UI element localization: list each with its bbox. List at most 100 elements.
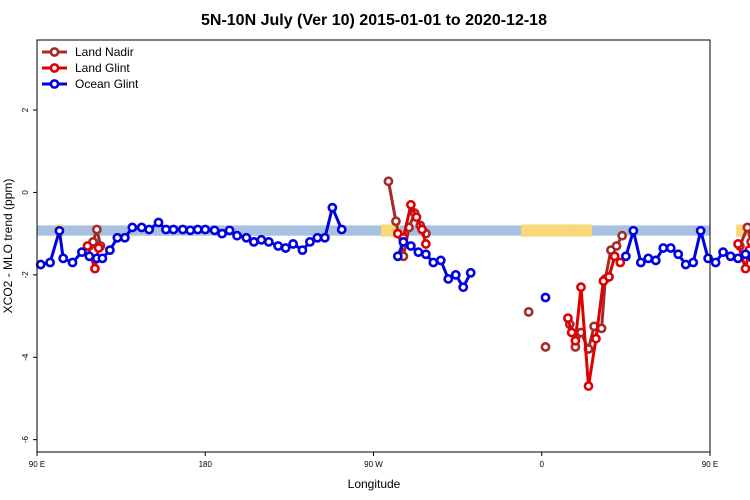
- point-land-glint: [604, 271, 614, 282]
- point-ocean-glint: [740, 249, 750, 260]
- point-ocean-glint: [673, 249, 684, 260]
- point-ocean-glint: [263, 236, 274, 247]
- point-ocean-glint: [58, 253, 69, 264]
- point-ocean-glint: [392, 251, 403, 262]
- point-ocean-glint: [153, 217, 164, 228]
- point-ocean-glint: [232, 230, 242, 241]
- x-tick-label: 90 W: [364, 460, 383, 469]
- land-band: [521, 224, 570, 237]
- point-ocean-glint: [224, 225, 235, 236]
- point-ocean-glint: [161, 224, 171, 235]
- x-tick-label: 90 E: [29, 460, 45, 469]
- legend-item-land-glint: Land Glint: [42, 61, 130, 75]
- y-tick-label: 0: [21, 190, 30, 195]
- series-land-nadir: [84, 176, 750, 354]
- point-land-glint: [609, 251, 620, 262]
- point-ocean-glint: [177, 224, 188, 235]
- point-ocean-glint: [428, 257, 439, 268]
- point-land-glint: [417, 224, 428, 235]
- legend-item-ocean-glint: Ocean Glint: [42, 77, 139, 91]
- point-ocean-glint: [450, 269, 461, 280]
- point-land-glint: [82, 241, 93, 251]
- point-ocean-glint: [192, 224, 203, 235]
- point-ocean-glint: [217, 228, 227, 239]
- point-ocean-glint: [695, 225, 706, 236]
- point-land-glint: [90, 263, 100, 274]
- point-land-glint: [405, 199, 416, 210]
- legend: Land Nadir Land Glint Ocean Glint: [42, 45, 139, 91]
- legend-label: Land Glint: [75, 61, 130, 75]
- series-layer: [35, 176, 750, 391]
- point-ocean-glint: [725, 251, 736, 262]
- point-land-nadir: [540, 342, 551, 352]
- point-land-glint: [576, 282, 586, 293]
- legend-item-land-nadir: Land Nadir: [42, 45, 134, 59]
- point-ocean-glint: [200, 224, 211, 235]
- point-ocean-glint: [273, 241, 284, 251]
- point-land-glint: [615, 257, 626, 268]
- point-land-nadir: [523, 307, 534, 317]
- y-axis-title: XCO2 - MLO trend (ppm): [1, 179, 15, 314]
- point-land-glint: [570, 335, 581, 346]
- point-ocean-glint: [327, 202, 338, 213]
- point-ocean-glint: [465, 267, 476, 278]
- point-ocean-glint: [680, 259, 691, 270]
- point-land-glint: [93, 243, 104, 253]
- point-land-nadir: [742, 222, 750, 233]
- y-axis: 2 0 -2 -4 -6: [21, 107, 37, 443]
- point-ocean-glint: [540, 292, 551, 303]
- series-ocean-glint: [35, 202, 750, 303]
- point-ocean-glint: [319, 232, 330, 243]
- point-ocean-glint: [297, 245, 308, 256]
- point-ocean-glint: [288, 239, 299, 249]
- point-ocean-glint: [168, 224, 179, 235]
- point-ocean-glint: [628, 225, 639, 236]
- point-ocean-glint: [420, 249, 431, 260]
- point-ocean-glint: [209, 225, 220, 236]
- chart-title: 5N-10N July (Ver 10) 2015-01-01 to 2020-…: [201, 12, 547, 29]
- point-ocean-glint: [45, 257, 55, 268]
- point-ocean-glint: [305, 236, 315, 247]
- point-ocean-glint: [127, 222, 138, 233]
- point-ocean-glint: [398, 236, 409, 247]
- point-ocean-glint: [256, 234, 267, 245]
- point-ocean-glint: [443, 274, 454, 284]
- point-ocean-glint: [84, 251, 95, 262]
- point-ocean-glint: [458, 282, 469, 293]
- point-ocean-glint: [405, 241, 416, 251]
- legend-label: Land Nadir: [75, 45, 134, 59]
- point-land-nadir: [383, 176, 394, 187]
- y-tick-label: -4: [21, 353, 30, 361]
- x-tick-label: 90 E: [702, 460, 718, 469]
- point-land-nadir: [617, 230, 628, 241]
- legend-swatch-marker: [49, 79, 60, 89]
- ocean-band: [37, 225, 710, 236]
- point-ocean-glint: [67, 257, 78, 268]
- point-land-nadir: [746, 237, 750, 247]
- x-axis-title: Longitude: [348, 477, 401, 491]
- point-ocean-glint: [105, 245, 115, 256]
- point-ocean-glint: [241, 232, 252, 243]
- point-ocean-glint: [688, 257, 699, 268]
- point-land-nadir: [91, 224, 102, 235]
- point-ocean-glint: [650, 255, 661, 266]
- point-land-glint: [563, 313, 573, 323]
- point-ocean-glint: [658, 243, 669, 253]
- point-ocean-glint: [718, 247, 728, 258]
- point-ocean-glint: [703, 253, 714, 264]
- point-ocean-glint: [119, 232, 130, 243]
- point-land-nadir: [391, 216, 401, 227]
- point-ocean-glint: [54, 225, 65, 236]
- point-ocean-glint: [280, 243, 291, 253]
- point-ocean-glint: [665, 243, 676, 253]
- point-land-nadir: [611, 241, 622, 251]
- point-land-glint: [591, 333, 601, 344]
- point-ocean-glint: [413, 247, 424, 258]
- y-tick-label: -2: [21, 271, 30, 279]
- legend-label: Ocean Glint: [75, 77, 139, 91]
- point-ocean-glint: [136, 222, 147, 233]
- point-land-glint: [733, 239, 743, 249]
- point-ocean-glint: [336, 224, 347, 235]
- point-ocean-glint: [620, 251, 631, 262]
